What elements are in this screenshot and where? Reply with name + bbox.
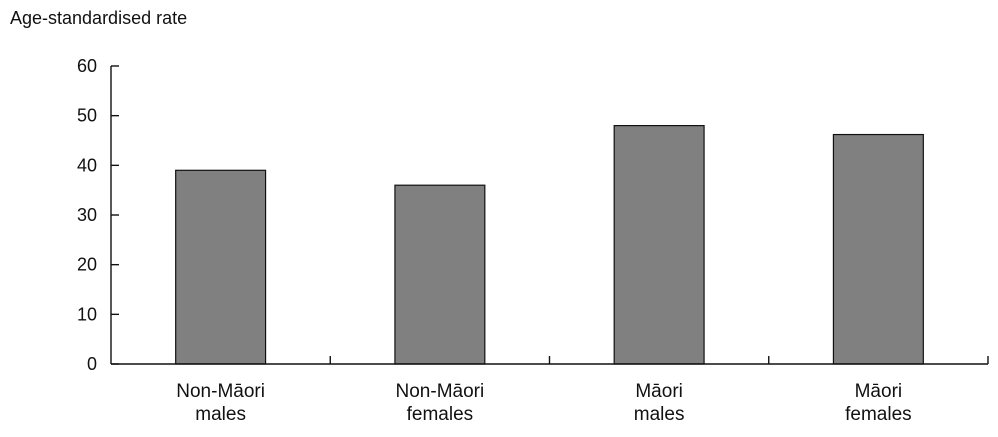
bar-1 — [175, 169, 267, 365]
bar-3 — [613, 124, 705, 365]
y-tick-label: 0 — [87, 354, 97, 374]
x-category-label: Māori females — [845, 381, 912, 425]
y-tick-label: 60 — [77, 56, 97, 76]
y-tick-label: 20 — [77, 255, 97, 275]
bar-4 — [832, 133, 924, 365]
y-axis-title: Age-standardised rate — [10, 8, 187, 28]
x-category-label: Non-Māori females — [396, 381, 485, 425]
bar-2 — [394, 184, 486, 365]
y-tick-label: 10 — [77, 304, 97, 324]
bars — [175, 124, 924, 365]
x-category-label: Non-Māori males — [176, 381, 265, 425]
y-axis-ticks: 0 10 20 30 40 50 60 — [77, 56, 119, 374]
y-tick-label: 30 — [77, 205, 97, 225]
x-category-label: Māori males — [634, 381, 685, 425]
y-tick-label: 50 — [77, 106, 97, 126]
x-axis — [111, 356, 989, 365]
y-tick-label: 40 — [77, 155, 97, 175]
category-labels: Non-Māori males Non-Māori females Māori males… — [176, 381, 911, 425]
